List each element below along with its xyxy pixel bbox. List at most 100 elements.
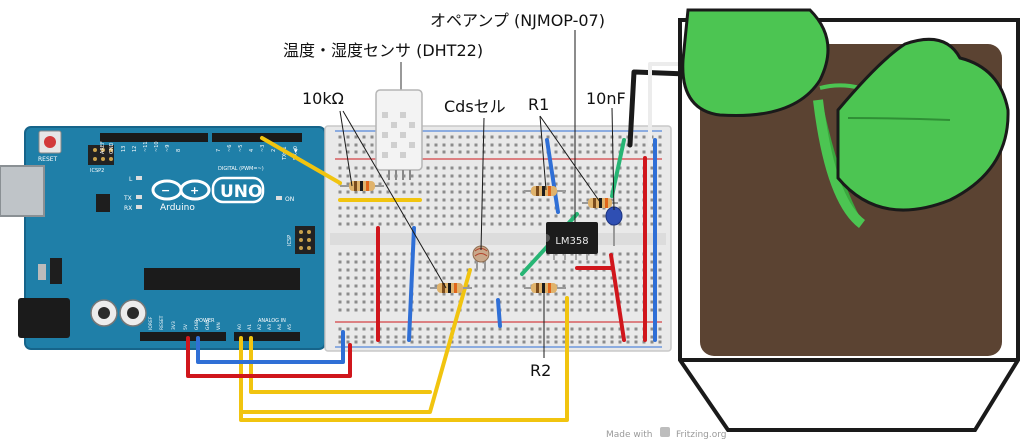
breadboard-hole: [426, 166, 430, 170]
breadboard-hole: [498, 222, 502, 226]
breadboard-hole: [522, 143, 526, 147]
breadboard-hole: [514, 260, 518, 264]
breadboard-hole: [378, 182, 382, 186]
breadboard-hole: [418, 308, 422, 312]
breadboard-hole: [650, 292, 654, 296]
breadboard-hole: [338, 340, 342, 344]
svg-text:RX◀0: RX◀0: [293, 146, 299, 160]
footer-made-with: Made with: [606, 430, 653, 440]
breadboard-hole: [370, 335, 374, 339]
breadboard-hole: [570, 198, 574, 202]
breadboard-hole: [610, 174, 614, 178]
breadboard-hole: [578, 340, 582, 344]
breadboard-hole: [410, 190, 414, 194]
breadboard-hole: [418, 276, 422, 280]
breadboard-hole: [498, 190, 502, 194]
breadboard-hole: [450, 198, 454, 202]
breadboard-hole: [394, 335, 398, 339]
breadboard-hole: [594, 276, 598, 280]
svg-text:GND: GND: [205, 319, 211, 330]
breadboard-hole: [394, 276, 398, 280]
breadboard-hole: [546, 166, 550, 170]
breadboard-hole: [458, 276, 462, 280]
breadboard-hole: [650, 214, 654, 218]
breadboard-hole: [602, 300, 606, 304]
breadboard-hole: [458, 252, 462, 256]
breadboard-hole: [434, 150, 438, 154]
breadboard-hole: [506, 276, 510, 280]
breadboard-hole: [562, 327, 566, 331]
breadboard-hole: [498, 135, 502, 139]
breadboard-hole: [482, 222, 486, 226]
breadboard-hole: [586, 327, 590, 331]
breadboard-hole: [354, 340, 358, 344]
breadboard-hole: [378, 222, 382, 226]
breadboard-hole: [562, 150, 566, 154]
breadboard-hole: [570, 276, 574, 280]
breadboard-hole: [338, 222, 342, 226]
breadboard-hole: [482, 335, 486, 339]
breadboard-hole: [594, 327, 598, 331]
breadboard-hole: [546, 182, 550, 186]
breadboard-hole: [530, 182, 534, 186]
breadboard-hole: [450, 300, 454, 304]
leader-lines: [339, 30, 615, 358]
breadboard-hole: [570, 190, 574, 194]
breadboard-hole: [650, 182, 654, 186]
breadboard-hole: [658, 335, 662, 339]
breadboard-hole: [362, 222, 366, 226]
breadboard-hole: [402, 252, 406, 256]
breadboard-hole: [394, 284, 398, 288]
breadboard-hole: [554, 292, 558, 296]
breadboard-hole: [626, 206, 630, 210]
breadboard-hole: [386, 340, 390, 344]
breadboard-hole: [602, 260, 606, 264]
breadboard-hole: [418, 222, 422, 226]
breadboard-hole: [346, 268, 350, 272]
breadboard-hole: [546, 174, 550, 178]
breadboard-hole: [378, 190, 382, 194]
breadboard-hole: [466, 174, 470, 178]
breadboard-hole: [450, 268, 454, 272]
breadboard-hole: [538, 308, 542, 312]
breadboard-hole: [570, 335, 574, 339]
breadboard-hole: [458, 292, 462, 296]
breadboard-hole: [498, 150, 502, 154]
breadboard-hole: [610, 166, 614, 170]
breadboard-hole: [474, 143, 478, 147]
breadboard-hole: [514, 276, 518, 280]
dht22-grill-cell: [400, 112, 406, 118]
breadboard-hole: [514, 292, 518, 296]
breadboard-hole: [642, 150, 646, 154]
reset-button-cap: [44, 136, 56, 148]
breadboard-hole: [426, 143, 430, 147]
breadboard-hole: [410, 327, 414, 331]
breadboard-hole: [658, 214, 662, 218]
breadboard-hole: [554, 260, 558, 264]
dht22-grill-cell: [400, 132, 406, 138]
breadboard-hole: [562, 166, 566, 170]
svg-text:IOREF: IOREF: [148, 316, 154, 330]
breadboard-hole: [522, 166, 526, 170]
breadboard-hole: [410, 206, 414, 210]
breadboard-hole: [426, 276, 430, 280]
breadboard-hole: [650, 260, 654, 264]
breadboard-hole: [498, 252, 502, 256]
wire-probe-white: [648, 62, 682, 147]
led-rx: [136, 205, 142, 209]
breadboard-hole: [426, 252, 430, 256]
breadboard-hole: [554, 166, 558, 170]
breadboard-hole: [586, 300, 590, 304]
breadboard-hole: [538, 182, 542, 186]
breadboard-hole: [490, 276, 494, 280]
breadboard-hole: [402, 335, 406, 339]
breadboard-hole: [394, 206, 398, 210]
breadboard-hole: [458, 182, 462, 186]
svg-text:A0: A0: [237, 324, 243, 330]
breadboard-hole: [418, 292, 422, 296]
breadboard-hole: [650, 335, 654, 339]
breadboard-hole: [410, 340, 414, 344]
breadboard-hole: [370, 260, 374, 264]
icsp-header: [295, 226, 315, 254]
breadboard-hole: [578, 143, 582, 147]
